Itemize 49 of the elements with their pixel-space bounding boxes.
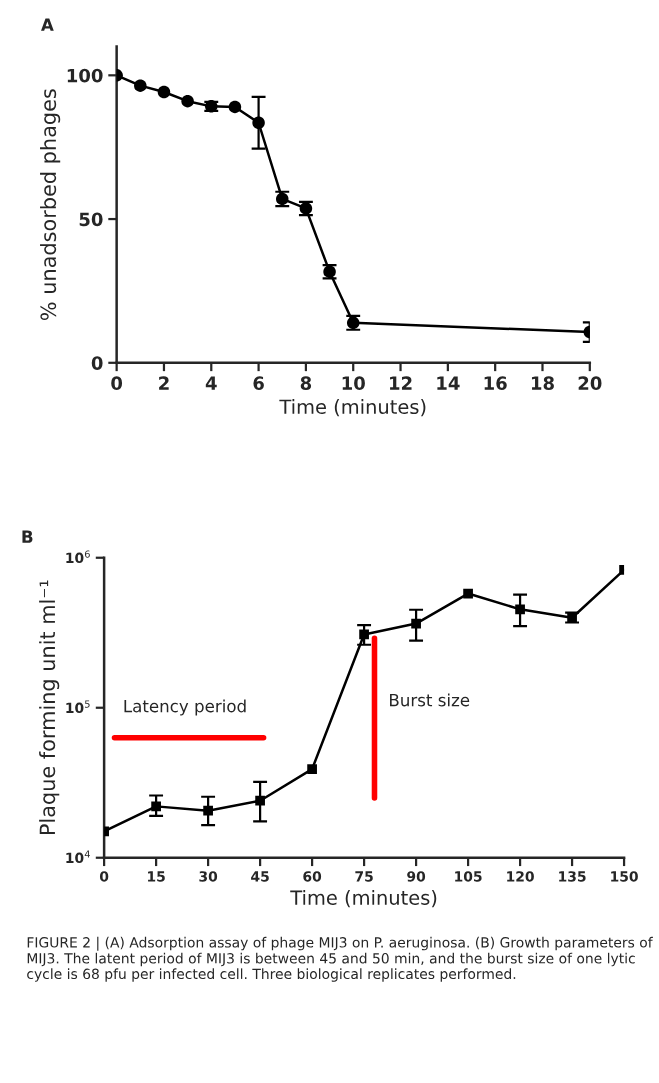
point xyxy=(228,100,242,114)
annotation: Latency period xyxy=(124,699,246,716)
point xyxy=(203,805,213,816)
x-tick-label: 90 xyxy=(407,871,426,882)
point xyxy=(252,116,265,129)
y-tick-label: 50 xyxy=(79,212,103,227)
x-tick-label: 10 xyxy=(342,376,365,390)
point xyxy=(255,795,265,806)
point xyxy=(463,588,473,599)
x-tick-label: 75 xyxy=(355,871,373,882)
x-axis-title: Time (minutes) xyxy=(279,399,426,417)
point xyxy=(151,801,161,812)
x-tick-label: 14 xyxy=(437,376,460,390)
x-tick-label: 4 xyxy=(205,376,217,390)
y-tick-label: 10$^{4}$ xyxy=(66,850,90,864)
x-tick-label: 8 xyxy=(300,376,312,390)
x-tick-label: 16 xyxy=(484,376,507,390)
x-tick-label: 30 xyxy=(199,871,218,882)
x-tick-label: 45 xyxy=(251,871,269,882)
point xyxy=(515,604,525,615)
point xyxy=(134,79,147,92)
point xyxy=(411,618,421,629)
x-tick-label: 2 xyxy=(159,376,169,390)
y-axis-title: % unadsorbed phages xyxy=(40,89,61,321)
point xyxy=(359,629,369,640)
x-tick-label: 0 xyxy=(111,376,123,390)
x-tick-label: 18 xyxy=(531,376,554,390)
point xyxy=(181,94,194,108)
x-tick-label: 135 xyxy=(559,871,586,882)
x-tick-label: 120 xyxy=(507,871,534,882)
x-tick-label: 105 xyxy=(455,871,482,882)
x-axis-title: Time (minutes) xyxy=(290,889,437,908)
x-tick-label: 60 xyxy=(303,871,322,882)
x-tick-label: 20 xyxy=(578,376,602,390)
point xyxy=(157,85,171,99)
point xyxy=(307,764,317,774)
annotation: Burst size xyxy=(390,693,470,707)
x-tick-label: 150 xyxy=(611,871,638,882)
y-tick-label: 0 xyxy=(91,356,103,370)
chart-title: B xyxy=(22,530,33,543)
x-tick-label: 15 xyxy=(148,871,165,882)
y-tick-label: 100 xyxy=(67,68,103,83)
y-tick-label: 10$^{5}$ xyxy=(66,700,90,714)
caption: FIGURE 2 | (A) Adsorption assay of phage MIJ3 on P. aeruginosa. (B) Growth parameters of MIJ3. The latent period of MIJ3 is between 45 and 50 min, and the burst size of one lytic cycle is 68 pfu per infected cell. Three biological replicates performed. xyxy=(27,936,653,982)
x-tick-label: 12 xyxy=(390,376,412,390)
x-tick-label: 6 xyxy=(253,376,264,390)
chart-title: A xyxy=(41,18,54,31)
y-axis-title: Plaque forming unit ml⁻¹ xyxy=(39,580,60,835)
y-tick-label: 10$^{6}$ xyxy=(66,550,90,564)
